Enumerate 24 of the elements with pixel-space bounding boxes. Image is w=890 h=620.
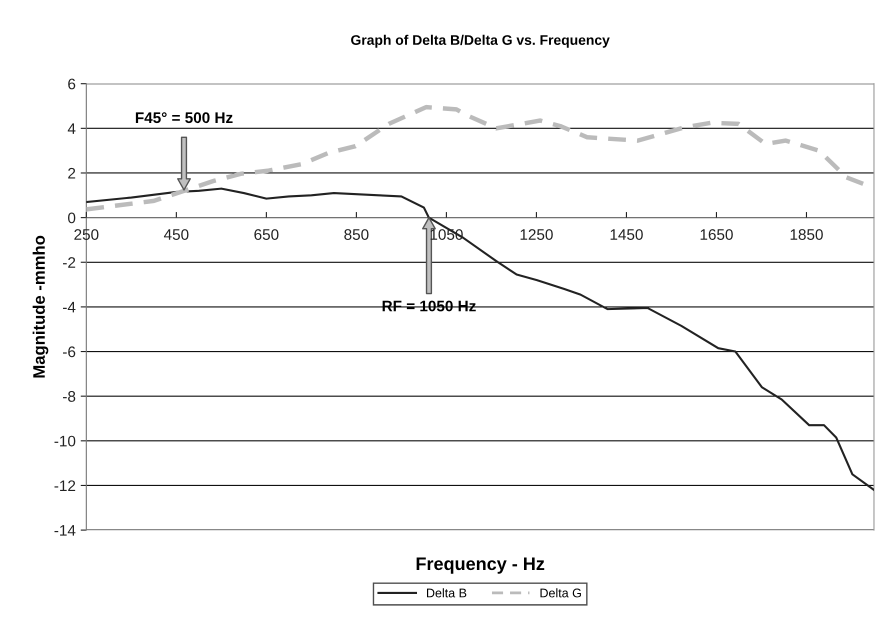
y-tick-label: 0: [68, 212, 76, 224]
y-tick-label: -12: [54, 480, 76, 491]
y-tick-label: -2: [63, 257, 76, 268]
y-tick-label: 6: [68, 78, 76, 90]
y-tick-label: 2: [68, 168, 76, 179]
chart-title: Graph of Delta B/Delta G vs. Frequency: [351, 34, 610, 48]
y-tick-label: -8: [63, 391, 76, 402]
legend-label: Delta B: [427, 588, 466, 598]
x-tick-label: 1450: [610, 229, 643, 240]
annotation: F45° = 500 Hz: [136, 112, 233, 124]
x-tick-label: 1650: [700, 229, 733, 240]
x-tick-label: 1250: [520, 229, 553, 240]
y-axis-title: Magnitude -mmho: [32, 236, 48, 378]
x-axis-title: Frequency - Hz: [416, 558, 544, 574]
y-tick-label: -14: [54, 525, 76, 536]
y-tick-label: 4: [68, 123, 76, 134]
x-tick-label: 1850: [790, 229, 823, 240]
y-tick-label: -6: [63, 346, 76, 358]
x-tick-label: 650: [254, 229, 279, 240]
x-tick-label: 450: [164, 229, 188, 240]
y-tick-label: -4: [63, 302, 76, 312]
legend-label: Delta G: [540, 588, 581, 598]
y-tick-label: -10: [54, 436, 76, 447]
x-tick-label: 850: [344, 229, 369, 240]
